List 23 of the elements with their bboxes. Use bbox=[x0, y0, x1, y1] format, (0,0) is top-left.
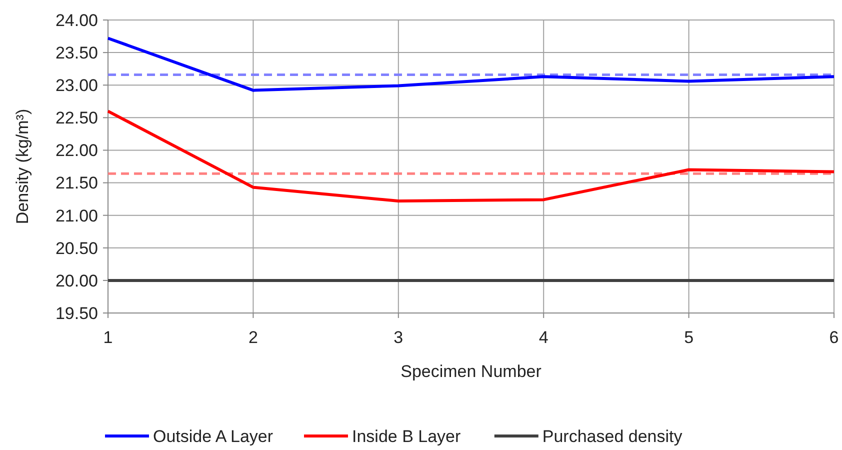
y-tick-label: 21.50 bbox=[55, 174, 98, 193]
y-tick-label: 19.50 bbox=[55, 304, 98, 323]
x-axis-title: Specimen Number bbox=[400, 362, 542, 381]
y-tick-label: 22.50 bbox=[55, 108, 98, 128]
y-tick-label: 22.00 bbox=[55, 141, 98, 160]
line-series bbox=[106, 110, 836, 203]
legend-label: Outside A Layer bbox=[153, 426, 274, 446]
x-tick-label: 2 bbox=[248, 328, 258, 347]
x-tick-label: 1 bbox=[103, 328, 113, 347]
x-tick-label: 5 bbox=[684, 328, 694, 347]
y-tick-label: 20.50 bbox=[55, 238, 98, 258]
y-axis-title: Density (kg/m³) bbox=[13, 108, 32, 224]
legend-label: Purchased density bbox=[542, 426, 683, 446]
y-tick-label: 21.00 bbox=[55, 206, 98, 226]
y-tick-label: 24.00 bbox=[55, 10, 98, 30]
x-tick-label: 3 bbox=[394, 328, 404, 347]
y-tick-label: 20.00 bbox=[55, 271, 98, 290]
y-tick-label: 23.00 bbox=[55, 76, 98, 96]
x-tick-label: 4 bbox=[538, 328, 548, 347]
line-series bbox=[106, 36, 836, 92]
x-tick-label: 6 bbox=[829, 328, 839, 347]
y-tick-label: 23.50 bbox=[55, 44, 98, 63]
legend-label: Inside B Layer bbox=[352, 426, 462, 446]
